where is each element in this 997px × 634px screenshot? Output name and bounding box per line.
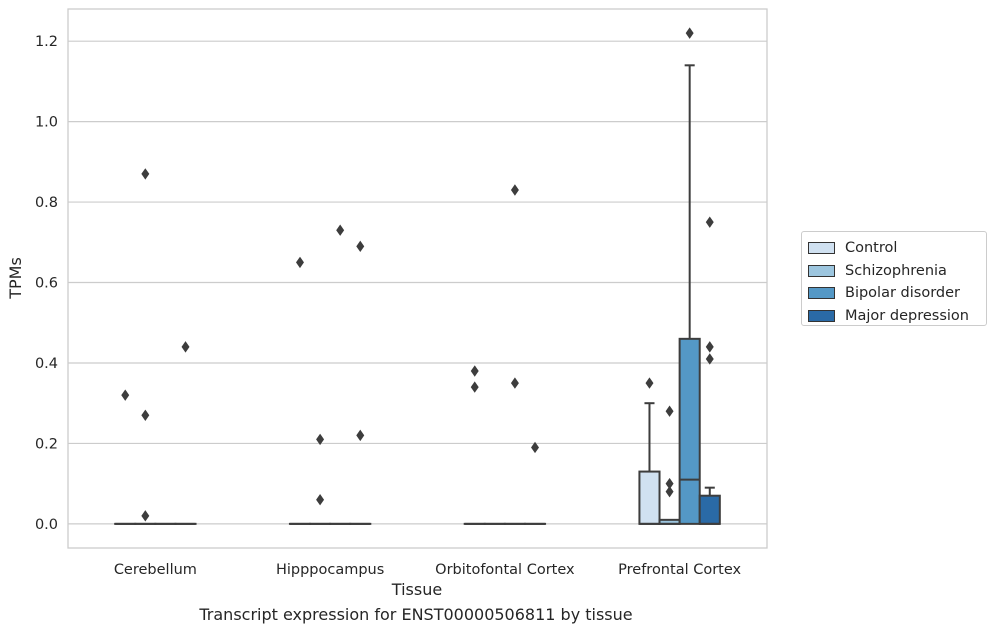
legend-label: Bipolar disorder [845, 285, 960, 302]
box-1-1 [309, 433, 332, 525]
box-2-3 [523, 441, 547, 525]
box-3-2 [678, 27, 701, 525]
outlier-point [510, 377, 519, 389]
legend-label: Major depression [845, 307, 969, 324]
box-1-3 [349, 240, 372, 525]
x-axis-label: Tissue [391, 580, 442, 599]
legend-label: Control [845, 240, 898, 257]
y-tick-label: 0.4 [35, 356, 58, 372]
legend-item: Major depression [808, 305, 986, 328]
outlier-point [141, 168, 150, 180]
box-3-3 [698, 216, 721, 525]
x-tick-label: Hipppocampus [276, 562, 384, 578]
outlier-point [336, 224, 345, 236]
y-axis-ticks: 0.0 0.2 0.4 0.6 0.8 1.0 1.2 [35, 34, 58, 533]
x-tick-label: Cerebellum [114, 562, 197, 578]
box-2-2 [503, 184, 526, 525]
y-tick-label: 1.0 [35, 115, 58, 131]
outlier-point [510, 184, 519, 196]
legend-swatch [808, 242, 835, 255]
outlier-point [685, 27, 694, 39]
outlier-point [181, 341, 190, 353]
legend-item: Schizophrenia [808, 260, 986, 283]
outlier-point [356, 240, 365, 253]
box-0-3 [174, 341, 197, 525]
box-1-2 [329, 224, 352, 525]
y-tick-label: 1.2 [35, 34, 58, 50]
y-tick-label: 0.2 [35, 436, 58, 452]
legend-item: Control [808, 237, 986, 260]
x-axis-ticks: Cerebellum Hipppocampus Orbitofontal Corte… [114, 562, 742, 578]
outlier-point [470, 365, 479, 377]
box-1-0 [288, 256, 312, 525]
box-body [678, 337, 701, 525]
outlier-point [705, 353, 714, 365]
box-body [698, 494, 721, 525]
y-gridlines [68, 40, 767, 525]
chart-caption: Transcript expression for ENST0000050681… [199, 605, 633, 624]
outlier-point [705, 216, 714, 228]
x-tick-label: Prefrontal Cortex [618, 562, 741, 578]
outlier-point [470, 381, 479, 393]
outlier-point [645, 377, 654, 389]
outlier-point [665, 485, 674, 498]
box-0-1 [134, 168, 157, 525]
outlier-point [356, 429, 365, 442]
plot-area-frame [67, 8, 768, 549]
legend: Control Schizophrenia Bipolar disorder Majo… [801, 231, 987, 326]
legend-swatch [808, 309, 835, 322]
y-tick-label: 0.8 [35, 195, 58, 211]
box-3-0 [638, 377, 661, 525]
outlier-point [705, 341, 714, 353]
box-series [114, 27, 721, 525]
legend-item: Bipolar disorder [808, 282, 986, 305]
outlier-point [316, 433, 325, 446]
y-tick-label: 0.6 [35, 276, 58, 292]
y-tick-label: 0.0 [35, 517, 58, 533]
box-2-0 [463, 365, 486, 525]
x-tick-label: Orbitofontal Cortex [435, 562, 575, 578]
outlier-point [141, 510, 150, 522]
y-axis-label: TPMs [6, 257, 25, 300]
outlier-point [665, 405, 674, 417]
box-body [638, 470, 661, 525]
box-3-1 [658, 405, 681, 525]
box-0-0 [114, 389, 137, 525]
legend-label: Schizophrenia [845, 262, 947, 279]
outlier-point [141, 409, 150, 421]
legend-swatch [808, 287, 835, 300]
outlier-point [295, 256, 304, 269]
outlier-point [531, 441, 540, 454]
outlier-point [121, 389, 130, 401]
legend-swatch [808, 264, 835, 277]
outlier-point [316, 494, 325, 506]
